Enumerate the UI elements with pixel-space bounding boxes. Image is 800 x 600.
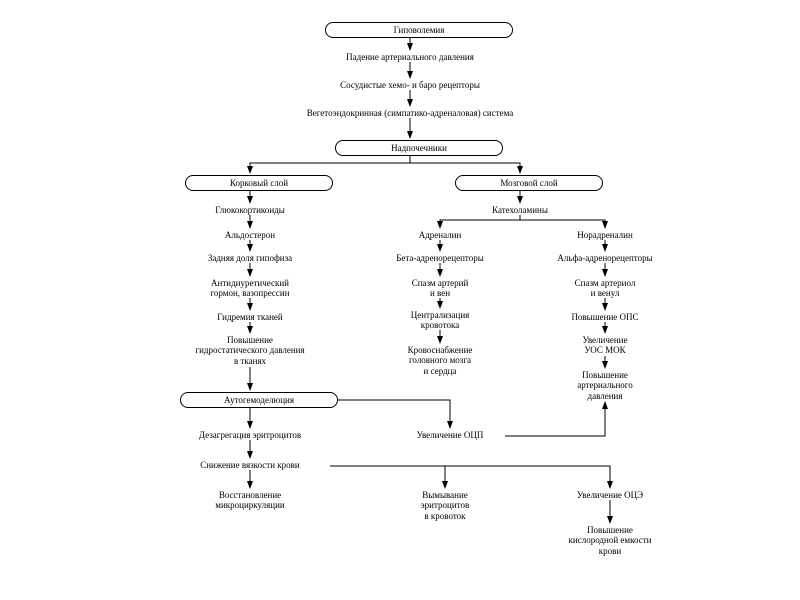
- edge-n16-n31: [330, 466, 445, 488]
- node-n15: Дезагрегация эритроцитов: [170, 430, 330, 440]
- node-n26: Спазм артериол и венул: [555, 278, 655, 299]
- node-n31: Вымывание эритроцитов в кровоток: [395, 490, 495, 521]
- node-n29: Повышение артериального давления: [555, 370, 655, 401]
- node-n12: Гидремия тканей: [195, 312, 305, 322]
- node-n9: Альдостерон: [200, 230, 300, 240]
- edge-n14-n30: [320, 400, 450, 428]
- node-n18: Катехоламины: [470, 205, 570, 215]
- node-n5: Надпочечники: [335, 140, 503, 156]
- node-n4: Вегетоэндокринная (симпатико-адреналовая…: [265, 108, 555, 118]
- node-n16: Снижение вязкости крови: [170, 460, 330, 470]
- node-n11: Антидиуретический гормон, вазопрессин: [185, 278, 315, 299]
- node-n13: Повышение гидростатического давления в т…: [170, 335, 330, 366]
- node-n7: Мозговой слой: [455, 175, 603, 191]
- node-n10: Задняя доля гипофиза: [180, 253, 320, 263]
- node-n17: Восстановление микроциркуляции: [185, 490, 315, 511]
- node-n22: Централизация кровотока: [395, 310, 485, 331]
- node-n24: Норадреналин: [555, 230, 655, 240]
- node-n23: Кровоснабжение головного мозга и сердца: [390, 345, 490, 376]
- node-n25: Альфа-адренорецепторы: [535, 253, 675, 263]
- edge-n30-n29: [505, 402, 605, 436]
- node-n19: Адреналин: [395, 230, 485, 240]
- node-n30: Увеличение ОЦП: [395, 430, 505, 440]
- edge-n5-n6: [250, 156, 410, 173]
- node-n2: Падение артериального давления: [310, 52, 510, 62]
- node-n3: Сосудистые хемо- и баро рецепторы: [300, 80, 520, 90]
- edge-n18-n24: [520, 215, 605, 228]
- edge-n5-n7: [410, 156, 520, 173]
- node-n20: Бета-адренорецепторы: [370, 253, 510, 263]
- edge-n16-n32: [330, 466, 610, 488]
- node-n8: Глюкокортикоиды: [190, 205, 310, 215]
- node-n6: Корковый слой: [185, 175, 333, 191]
- node-n1: Гиповолемия: [325, 22, 513, 38]
- edge-n18-n19: [440, 215, 520, 228]
- node-n28: Увеличение УОС МОК: [560, 335, 650, 356]
- node-n21: Спазм артерий и вен: [395, 278, 485, 299]
- node-n32: Увеличение ОЦЭ: [555, 490, 665, 500]
- node-n27: Повышение ОПС: [555, 312, 655, 322]
- node-n14: Аутогемоделюция: [180, 392, 338, 408]
- node-n33: Повышение кислородной емкости крови: [545, 525, 675, 556]
